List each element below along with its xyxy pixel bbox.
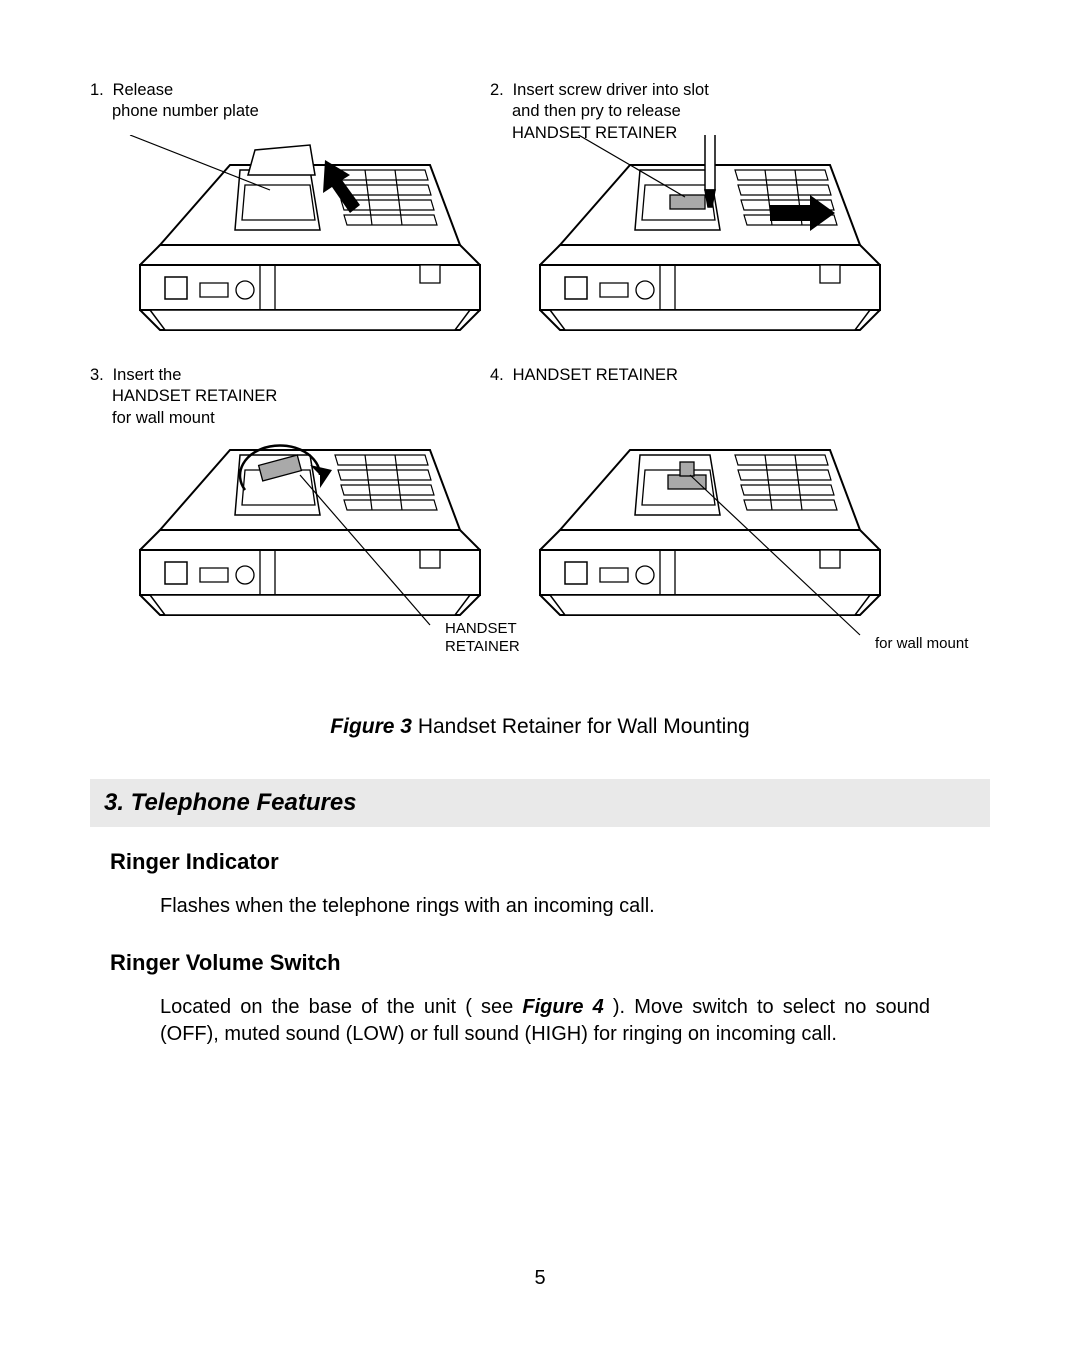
step-1-diagram (110, 135, 510, 350)
sub-heading-ringer-volume: Ringer Volume Switch (110, 950, 990, 976)
paragraph-ringer-volume: Located on the base of the unit ( see Fi… (160, 994, 930, 1048)
paragraph-ringer-indicator: Flashes when the telephone rings with an… (160, 893, 930, 920)
figure-3-diagrams: 1. Release phone number plate 2. Insert … (90, 80, 990, 690)
sub-heading-ringer-indicator: Ringer Indicator (110, 849, 990, 875)
callout-wall-mount: for wall mount (875, 635, 968, 652)
callout-handset-retainer: HANDSET RETAINER (445, 620, 520, 656)
section-heading: 3. Telephone Features (90, 779, 990, 827)
step-3-diagram (110, 420, 530, 650)
page-number: 5 (0, 1267, 1080, 1290)
step-4-label: 4. HANDSET RETAINER (490, 365, 678, 386)
step-1-label: 1. Release phone number plate (90, 80, 259, 123)
step-4-diagram (510, 420, 950, 650)
step-2-diagram (510, 135, 910, 350)
figure-3-caption: Figure 3 Handset Retainer for Wall Mount… (90, 715, 990, 739)
